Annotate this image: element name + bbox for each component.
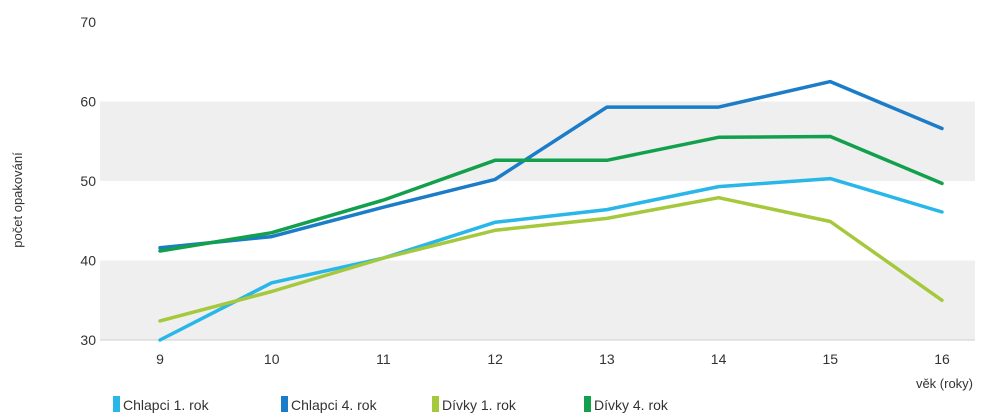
legend-item: Chlapci 4. rok [281, 396, 378, 413]
x-tick-label: 13 [599, 351, 615, 367]
series-line [158, 195, 944, 323]
series-line [158, 79, 944, 250]
legend-label: Dívky 1. rok [442, 397, 517, 413]
x-tick-label: 11 [376, 351, 391, 367]
legend-swatch [432, 396, 439, 412]
x-tick-label: 14 [711, 351, 727, 367]
x-tick-label: 12 [487, 351, 503, 367]
grid-band [100, 260, 975, 340]
x-tick-label: 9 [156, 351, 164, 367]
legend-label: Chlapci 1. rok [123, 397, 210, 413]
y-tick-label: 70 [80, 14, 96, 30]
grid-band [100, 101, 975, 181]
y-axis-ticks: 30 40 50 60 70 [80, 14, 96, 348]
legend-item: Chlapci 1. rok [113, 396, 210, 413]
x-tick-label: 10 [264, 351, 280, 367]
grid-band [100, 181, 975, 261]
legend: Chlapci 1. rok Chlapci 4. rok Dívky 1. rok… [113, 396, 669, 413]
legend-swatch [281, 396, 288, 412]
x-tick-label: 15 [822, 351, 838, 367]
y-tick-label: 30 [80, 332, 96, 348]
legend-item: Dívky 4. rok [584, 396, 669, 413]
grid-band [100, 22, 975, 102]
y-axis-title: počet opakování [10, 152, 25, 248]
x-axis-title: věk (roky) [916, 376, 973, 391]
legend-item: Dívky 1. rok [432, 396, 517, 413]
legend-label: Dívky 4. rok [594, 397, 669, 413]
y-tick-label: 40 [80, 253, 96, 269]
series-line [158, 176, 944, 342]
legend-swatch [113, 396, 120, 412]
x-axis-ticks: 9 10 11 12 13 14 15 16 [156, 351, 950, 367]
legend-label: Chlapci 4. rok [291, 397, 378, 413]
y-tick-label: 60 [80, 94, 96, 110]
legend-swatch [584, 396, 591, 412]
series-lines [158, 79, 944, 342]
y-tick-label: 50 [80, 173, 96, 189]
series-line [158, 134, 944, 253]
x-tick-label: 16 [934, 351, 950, 367]
